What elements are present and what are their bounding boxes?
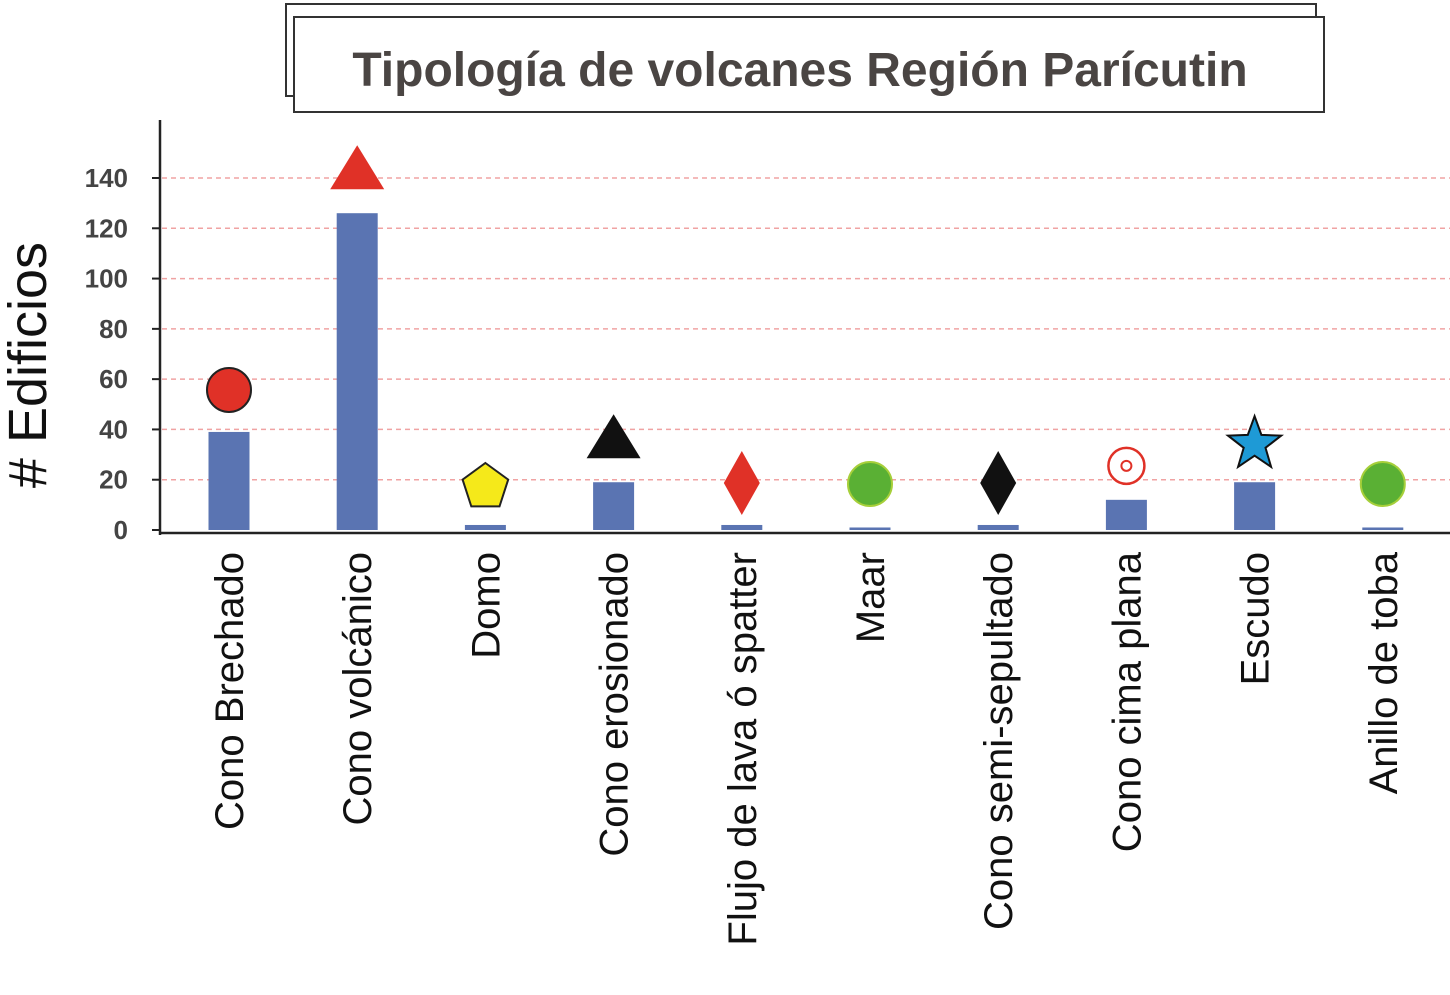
bar xyxy=(464,524,506,530)
star-icon xyxy=(1225,413,1284,470)
chart-title: Tipología de volcanes Región Parícutin xyxy=(352,44,1247,97)
x-tick-label: Cono volcánico xyxy=(336,552,380,826)
grid-lines xyxy=(162,177,1450,481)
title-box: Tipología de volcanes Región Parícutin xyxy=(285,3,1325,113)
x-tick-labels: Cono Brechado Cono volcánico Domo Cono eros… xyxy=(208,551,1406,945)
bar xyxy=(977,524,1019,530)
circle-icon xyxy=(206,366,252,413)
x-tick-label: Anillo de toba xyxy=(1362,551,1406,794)
y-axis-label: # Edificios xyxy=(0,242,58,488)
y-tick-label: 100 xyxy=(85,264,128,294)
y-tick-label: 0 xyxy=(114,515,128,545)
y-tick-label: 40 xyxy=(99,414,128,444)
circle-icon xyxy=(1359,461,1406,507)
x-tick-label: Cono cima plana xyxy=(1105,551,1149,852)
triangle-icon xyxy=(586,414,641,459)
bar xyxy=(1234,482,1276,530)
bar xyxy=(1105,499,1147,530)
markers xyxy=(206,145,1406,515)
triangle-icon xyxy=(330,145,385,190)
bar xyxy=(208,431,250,530)
pentagon-icon xyxy=(461,461,510,508)
x-tick-label: Cono erosionado xyxy=(593,552,637,857)
x-tick-label: Cono semi-sepultado xyxy=(977,552,1021,930)
bar xyxy=(336,213,378,530)
y-tick-label: 60 xyxy=(99,364,128,394)
bar xyxy=(1362,527,1404,530)
y-tick-label: 140 xyxy=(85,163,128,193)
y-tick-label: 120 xyxy=(85,213,128,243)
bar xyxy=(721,524,763,530)
y-tick-label: 80 xyxy=(99,314,128,344)
y-tick-label: 20 xyxy=(99,465,128,495)
bar xyxy=(593,482,635,530)
x-tick-label: Maar xyxy=(849,552,893,643)
x-tick-label: Escudo xyxy=(1234,552,1278,685)
x-tick-label: Cono Brechado xyxy=(208,552,252,830)
x-tick-label: Domo xyxy=(464,552,508,659)
axes xyxy=(158,120,1450,535)
diamond-icon xyxy=(980,450,1017,515)
y-tick-labels: 0 20 40 60 80 100 120 140 xyxy=(85,163,160,545)
bar xyxy=(849,527,891,530)
bullseye-icon xyxy=(1107,446,1146,486)
diamond-icon xyxy=(723,450,760,515)
circle-icon xyxy=(847,461,893,507)
bars xyxy=(208,213,1404,530)
x-tick-label: Flujo de lava ó spatter xyxy=(721,552,765,946)
